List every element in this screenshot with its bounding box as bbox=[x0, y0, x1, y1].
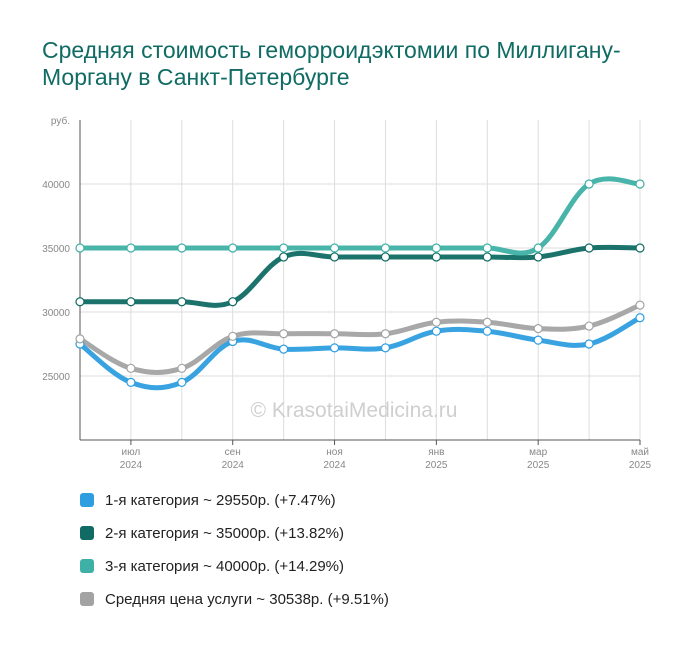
data-point-cat3 bbox=[380, 243, 391, 253]
data-point-cat2 bbox=[635, 243, 645, 253]
legend-item-cat3[interactable]: 3-я категория ~ 40000р. (+14.29%) bbox=[80, 554, 389, 578]
data-point-cat1 bbox=[584, 339, 594, 349]
data-point-cat1 bbox=[635, 313, 645, 323]
y-tick-label: 30000 bbox=[42, 308, 70, 319]
data-point-cat2 bbox=[431, 252, 441, 262]
legend-item-cat1[interactable]: 1-я категория ~ 29550р. (+7.47%) bbox=[80, 488, 389, 512]
legend: 1-я категория ~ 29550р. (+7.47%) 2-я кат… bbox=[80, 488, 389, 620]
data-point-cat1 bbox=[380, 343, 391, 353]
series-line-avg bbox=[77, 302, 643, 375]
legend-swatch bbox=[80, 493, 94, 507]
data-point-cat3 bbox=[75, 243, 85, 253]
y-tick-label: 25000 bbox=[42, 372, 70, 383]
data-point-avg bbox=[635, 300, 645, 310]
legend-item-cat2[interactable]: 2-я категория ~ 35000р. (+13.82%) bbox=[80, 521, 389, 545]
data-point-cat1 bbox=[431, 326, 441, 336]
legend-label: 2-я категория ~ 35000р. (+13.82%) bbox=[105, 524, 345, 542]
data-point-cat1 bbox=[177, 377, 187, 387]
legend-item-avg[interactable]: Средняя цена услуги ~ 30538р. (+9.51%) bbox=[80, 587, 389, 611]
x-tick-label: сен bbox=[225, 447, 241, 458]
data-point-cat2 bbox=[279, 252, 289, 262]
series-line-cat3 bbox=[77, 176, 643, 256]
x-tick-label: 2024 bbox=[222, 460, 245, 470]
data-point-cat2 bbox=[533, 252, 543, 262]
data-point-cat3 bbox=[482, 243, 492, 253]
data-point-cat2 bbox=[126, 297, 136, 307]
legend-label: Средняя цена услуги ~ 30538р. (+9.51%) bbox=[105, 590, 389, 608]
data-point-cat3 bbox=[177, 243, 187, 253]
series-line-cat2 bbox=[77, 244, 643, 308]
data-point-avg bbox=[533, 324, 543, 334]
x-tick-label: июл bbox=[122, 447, 141, 458]
data-point-avg bbox=[126, 363, 136, 373]
data-point-cat1 bbox=[279, 344, 289, 354]
data-point-cat3 bbox=[228, 243, 238, 253]
data-point-cat2 bbox=[380, 252, 391, 262]
series-layer bbox=[77, 176, 643, 391]
legend-label: 3-я категория ~ 40000р. (+14.29%) bbox=[105, 557, 345, 575]
x-tick-label: 2025 bbox=[527, 460, 550, 470]
data-point-cat3 bbox=[584, 179, 594, 189]
data-point-cat1 bbox=[126, 377, 136, 387]
data-point-cat2 bbox=[329, 252, 340, 262]
legend-swatch bbox=[80, 592, 94, 606]
x-tick-label: 2025 bbox=[425, 460, 448, 470]
x-tick-label: янв bbox=[428, 447, 444, 458]
line-chart: 25000 30000 35000 40000 руб. июл 2024 сен 2024 но… bbox=[42, 115, 651, 470]
data-point-cat1 bbox=[533, 335, 543, 345]
x-tick-label: 2025 bbox=[629, 460, 652, 470]
data-point-cat1 bbox=[329, 343, 340, 353]
data-point-cat3 bbox=[126, 243, 136, 253]
data-point-cat3 bbox=[329, 243, 340, 253]
x-tick-label: ноя bbox=[326, 447, 343, 458]
grid-layer bbox=[79, 120, 641, 440]
data-point-avg bbox=[75, 334, 85, 344]
data-point-avg bbox=[380, 329, 391, 339]
x-tick-label: май bbox=[631, 447, 649, 458]
data-point-avg bbox=[329, 329, 340, 339]
data-point-cat2 bbox=[482, 252, 492, 262]
data-point-avg bbox=[584, 321, 594, 331]
legend-swatch bbox=[80, 526, 94, 540]
data-point-cat3 bbox=[533, 243, 543, 253]
legend-swatch bbox=[80, 559, 94, 573]
legend-label: 1-я категория ~ 29550р. (+7.47%) bbox=[105, 491, 336, 509]
data-point-cat2 bbox=[177, 297, 187, 307]
data-point-avg bbox=[279, 329, 289, 339]
data-point-cat3 bbox=[635, 179, 645, 189]
axis-layer: 25000 30000 35000 40000 руб. июл 2024 сен 2024 но… bbox=[42, 115, 651, 470]
chart-title: Средняя стоимость геморроидэктомии по Ми… bbox=[42, 37, 621, 90]
y-axis-label: руб. bbox=[51, 115, 70, 127]
data-point-cat2 bbox=[584, 243, 594, 253]
data-point-avg bbox=[228, 331, 238, 341]
data-point-avg bbox=[431, 317, 441, 327]
watermark: © KrasotaiMedicina.ru bbox=[251, 399, 458, 422]
x-tick-label: 2024 bbox=[120, 460, 143, 470]
data-point-cat2 bbox=[228, 297, 238, 307]
data-point-cat1 bbox=[482, 326, 492, 336]
data-point-avg bbox=[482, 317, 492, 327]
data-point-cat3 bbox=[279, 243, 289, 253]
data-point-cat2 bbox=[75, 297, 85, 307]
y-tick-label: 40000 bbox=[42, 180, 70, 191]
data-point-cat3 bbox=[431, 243, 441, 253]
y-tick-label: 35000 bbox=[42, 244, 70, 255]
x-tick-label: 2024 bbox=[323, 460, 346, 470]
point-layer bbox=[75, 179, 645, 387]
x-tick-label: мар bbox=[529, 447, 547, 458]
data-point-avg bbox=[177, 363, 187, 373]
